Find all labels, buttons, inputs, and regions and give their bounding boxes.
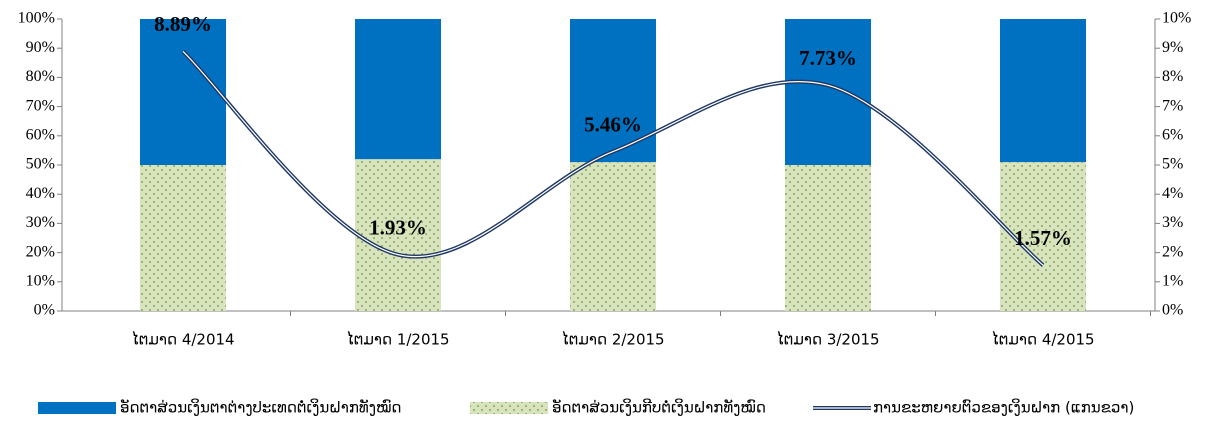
legend-swatch (38, 402, 116, 414)
x-tick-label: ໄຕມາດ 4/2015 (991, 330, 1094, 349)
y2-tick-label: 6% (1162, 126, 1183, 143)
data-label: 8.89% (154, 12, 212, 36)
y-tick-label: 90% (26, 39, 55, 56)
y2-tick-label: 8% (1162, 68, 1183, 85)
data-label: 5.46% (584, 112, 642, 136)
x-tick-label: ໄຕມາດ 1/2015 (346, 330, 449, 349)
y2-tick-label: 9% (1162, 39, 1183, 56)
legend-label: ການຂະຫຍາຍຕົວຂອງເງິນຝາກ (ແກນຂວາ) (873, 397, 1134, 416)
y2-tick-label: 1% (1162, 272, 1183, 289)
y-tick-label: 40% (26, 185, 55, 202)
y-tick-label: 70% (26, 97, 55, 114)
y-tick-label: 50% (26, 156, 55, 173)
y2-tick-label: 7% (1162, 97, 1183, 114)
y-tick-label: 80% (26, 68, 55, 85)
bar (140, 19, 226, 165)
bar (140, 165, 226, 311)
y-tick-label: 10% (26, 272, 55, 289)
y2-tick-label: 0% (1162, 302, 1183, 319)
legend-label: ອັດຕາສ່ວນເງິນກີບຕໍ່ເງິນຝາກທັງໝົດ (552, 397, 766, 416)
y2-tick-label: 5% (1162, 156, 1183, 173)
y-tick-label: 30% (26, 214, 55, 231)
legend-swatch (470, 402, 548, 414)
bar (785, 19, 871, 165)
y-tick-label: 100% (18, 10, 55, 27)
data-label: 1.57% (1014, 226, 1072, 250)
line (182, 50, 1044, 266)
legend-label: ອັດຕາສ່ວນເງິນຕາຕ່າງປະເທດຕໍ່ເງິນຝາກທັງໝົດ (120, 397, 401, 416)
bar (570, 19, 656, 163)
y2-tick-label: 4% (1162, 185, 1183, 202)
x-tick-label: ໄຕມາດ 3/2015 (776, 330, 879, 349)
data-label: 1.93% (369, 215, 427, 239)
bar (1000, 19, 1086, 163)
y2-tick-label: 2% (1162, 243, 1183, 260)
x-tick-label: ໄຕມາດ 4/2014 (131, 330, 234, 349)
bar (355, 19, 441, 160)
y2-tick-label: 3% (1162, 214, 1183, 231)
x-tick-label: ໄຕມາດ 2/2015 (561, 330, 664, 349)
data-label: 7.73% (799, 46, 857, 70)
y-tick-label: 20% (26, 243, 55, 260)
bar (570, 162, 656, 311)
y-tick-label: 0% (34, 302, 55, 319)
y-tick-label: 60% (26, 126, 55, 143)
y2-tick-label: 10% (1162, 10, 1191, 27)
bar (355, 159, 441, 311)
bar (785, 165, 871, 311)
